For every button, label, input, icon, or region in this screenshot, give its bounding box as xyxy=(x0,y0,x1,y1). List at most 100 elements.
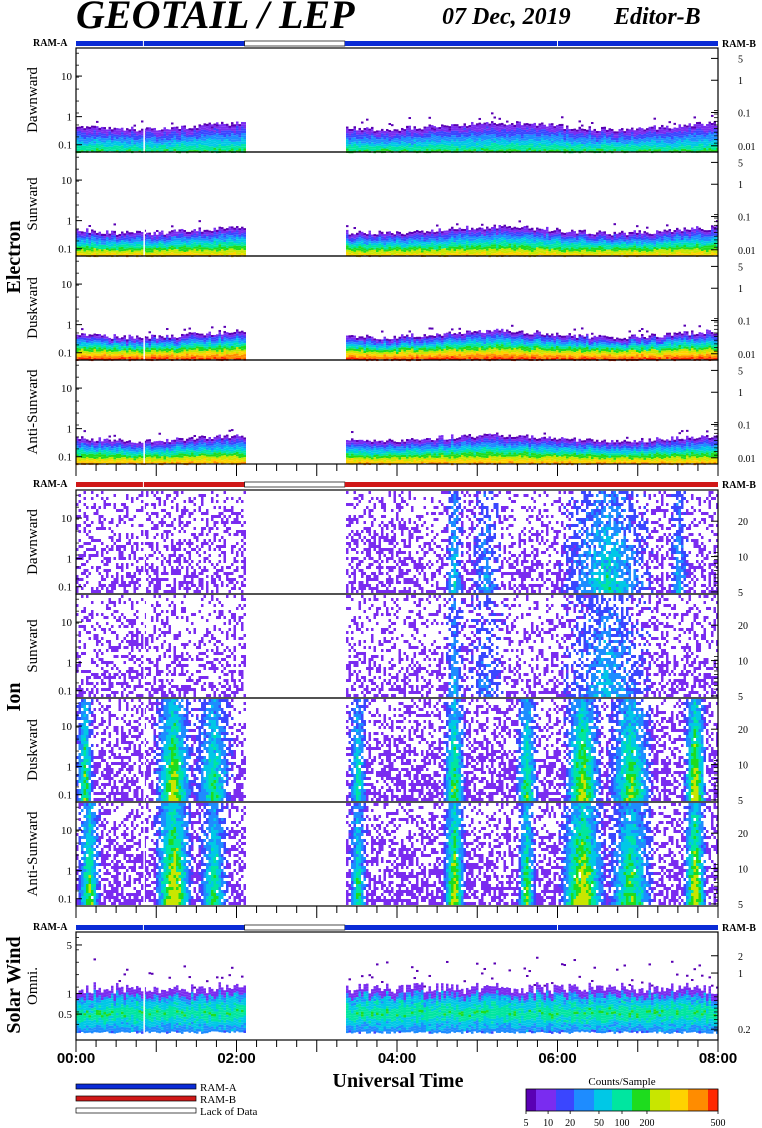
heat-cell xyxy=(184,136,187,138)
heat-cell xyxy=(361,135,364,137)
heat-cell xyxy=(506,127,509,129)
heat-cell xyxy=(421,244,424,246)
heat-cell xyxy=(411,130,414,132)
heat-cell xyxy=(191,244,194,246)
heat-cell xyxy=(471,245,474,247)
heat-cell xyxy=(394,243,397,245)
heat-cell xyxy=(684,234,687,236)
heat-cell xyxy=(384,131,387,133)
heat-cell xyxy=(554,232,557,234)
heat-cell xyxy=(629,247,632,249)
heat-cell xyxy=(424,131,427,133)
heat-cell xyxy=(494,136,497,138)
heat-cell xyxy=(441,253,444,255)
heat-cell xyxy=(399,146,402,148)
heat-cell xyxy=(429,251,432,253)
heat-cell xyxy=(651,250,654,252)
heat-cell xyxy=(659,244,662,246)
heat-cell xyxy=(639,237,642,239)
heat-cell xyxy=(416,133,419,135)
heat-cell xyxy=(684,144,687,146)
heat-cell xyxy=(664,136,667,138)
heat-cell xyxy=(446,248,449,250)
heat-cell xyxy=(466,248,469,250)
heat-cell xyxy=(399,243,402,245)
heat-cell xyxy=(541,235,544,237)
heat-cell xyxy=(199,252,202,254)
heat-cell xyxy=(589,133,592,135)
heat-cell xyxy=(536,247,539,249)
heat-cell xyxy=(229,226,232,228)
heat-cell xyxy=(489,229,492,231)
heat-cell xyxy=(381,247,384,249)
heat-cell xyxy=(526,243,529,245)
heat-cell xyxy=(129,250,132,252)
heat-cell xyxy=(209,237,212,239)
heat-cell xyxy=(171,129,174,131)
heat-cell xyxy=(546,133,549,135)
heat-cell xyxy=(474,147,477,149)
heat-cell xyxy=(669,130,672,132)
heat-cell xyxy=(501,145,504,147)
heat-cell xyxy=(406,135,409,137)
heat-cell xyxy=(356,244,359,246)
heat-cell xyxy=(584,232,587,234)
heat-cell xyxy=(674,143,677,145)
heat-cell xyxy=(559,137,562,139)
heat-cell xyxy=(464,238,467,240)
heat-cell xyxy=(216,232,219,234)
heat-cell xyxy=(494,236,497,238)
heat-cell xyxy=(441,146,444,148)
heat-cell xyxy=(526,143,529,145)
heat-cell xyxy=(561,246,564,248)
heat-cell xyxy=(484,125,487,127)
heat-cell xyxy=(581,137,584,139)
heat-cell xyxy=(594,243,597,245)
heat-cell xyxy=(651,127,654,129)
heat-cell xyxy=(534,149,537,151)
heat-cell xyxy=(571,252,574,254)
heat-cell xyxy=(629,252,632,254)
heat-cell xyxy=(604,138,607,140)
heat-cell xyxy=(211,142,214,144)
heat-cell xyxy=(114,231,117,233)
heat-cell xyxy=(241,129,244,131)
heat-cell xyxy=(634,243,637,245)
heat-cell xyxy=(614,134,617,136)
heat-cell xyxy=(601,238,604,240)
heat-cell xyxy=(679,249,682,251)
heat-cell xyxy=(146,235,149,237)
heat-cell xyxy=(584,136,587,138)
heat-cell xyxy=(401,135,404,137)
heat-cell xyxy=(406,148,409,150)
heat-cell xyxy=(204,230,207,232)
heat-cell xyxy=(396,147,399,149)
heat-cell xyxy=(114,248,117,250)
heat-cell xyxy=(454,238,457,240)
heat-cell xyxy=(221,227,224,229)
heat-cell xyxy=(504,131,507,133)
heat-cell xyxy=(486,135,489,137)
heat-cell xyxy=(646,146,649,148)
heat-cell xyxy=(176,140,179,142)
heat-cell xyxy=(159,148,162,150)
heat-cell xyxy=(556,134,559,136)
heat-cell xyxy=(604,147,607,149)
heat-cell xyxy=(369,248,372,250)
heat-cell xyxy=(686,143,689,145)
heat-cell xyxy=(101,142,104,144)
heat-cell xyxy=(479,147,482,149)
heat-cell xyxy=(471,124,474,126)
heat-cell xyxy=(419,135,422,137)
heat-cell xyxy=(474,229,477,231)
heat-cell xyxy=(384,234,387,236)
heat-cell xyxy=(559,238,562,240)
heat-cell xyxy=(196,242,199,244)
heat-cell xyxy=(604,242,607,244)
heat-cell xyxy=(559,245,562,247)
heat-cell xyxy=(566,248,569,250)
heat-cell xyxy=(541,123,544,125)
heat-cell xyxy=(86,230,89,232)
heat-cell xyxy=(534,143,537,145)
heat-cell xyxy=(621,141,624,143)
